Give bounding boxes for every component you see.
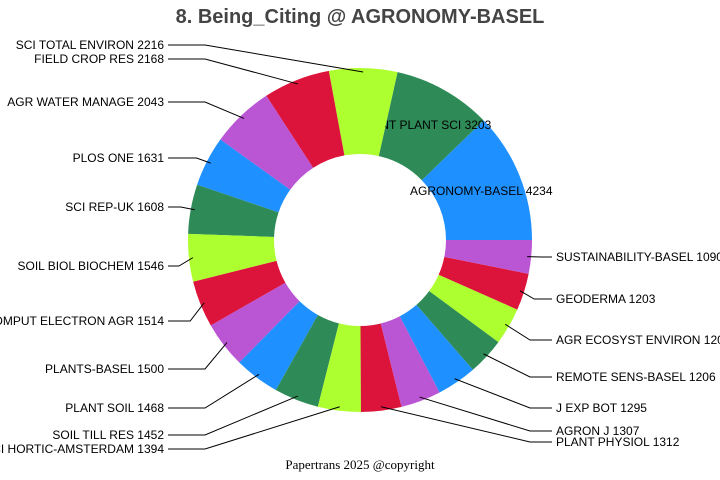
slice-sci-rep-uk — [188, 184, 279, 237]
leader-line — [483, 353, 552, 378]
slice-label: SCI HORTIC-AMSTERDAM 1394 — [0, 442, 164, 456]
footer-copyright: Papertrans 2025 @copyright — [285, 457, 435, 472]
leader-line — [168, 302, 205, 322]
slice-label: J EXP BOT 1295 — [556, 401, 647, 415]
slice-plant-physiol — [360, 323, 402, 412]
slice-agr-ecosyst-environ — [429, 274, 518, 343]
slice-label: SOIL TILL RES 1452 — [52, 428, 164, 442]
slice-label: PLOS ONE 1631 — [73, 151, 165, 165]
leader-line — [168, 206, 195, 211]
slice-sustainability-basel — [444, 240, 532, 274]
slice-soil-till-res — [275, 315, 339, 407]
leader-line — [454, 378, 552, 409]
slice-sci-hortic-amsterdam — [317, 323, 361, 412]
chart-title: 8. Being_Citing @ AGRONOMY-BASEL — [175, 6, 545, 28]
slice-label: SUSTAINABILITY-BASEL 1090 — [556, 250, 720, 264]
slice-soil-biol-biochem — [188, 233, 277, 282]
slice-label: AGRONOMY-BASEL 4234 — [410, 184, 553, 198]
slice-j-exp-bot — [399, 304, 473, 393]
slice-label: PLANT PHYSIOL 1312 — [556, 435, 680, 449]
slice-field-crop-res — [266, 70, 345, 168]
slice-label: COMPUT ELECTRON AGR 1514 — [0, 314, 164, 328]
leader-line — [380, 406, 552, 443]
slice-label: PLANT SOIL 1468 — [65, 401, 164, 415]
leader-line — [168, 395, 298, 436]
slice-plants-basel — [210, 282, 300, 363]
leader-line — [168, 101, 245, 119]
leader-line — [168, 373, 260, 409]
slice-agron-j — [380, 316, 440, 407]
leader-line — [519, 290, 552, 300]
slice-label: FIELD CROP RES 2168 — [34, 52, 164, 66]
leader-line — [168, 58, 298, 85]
slice-plant-soil — [239, 301, 318, 391]
leader-line — [168, 157, 211, 164]
slice-agr-water-manage — [220, 95, 314, 190]
slice-label: REMOTE SENS-BASEL 1206 — [556, 370, 716, 384]
leader-line — [505, 323, 552, 341]
leader-line — [168, 342, 228, 370]
slice-label: SOIL BIOL BIOCHEM 1546 — [17, 259, 164, 273]
slice-comput-electron-agr — [193, 260, 286, 326]
slice-label: AGRON J 1307 — [556, 424, 640, 438]
leader-line — [168, 257, 194, 267]
slice-label: SCI REP-UK 1608 — [65, 200, 164, 214]
leader-line — [168, 44, 364, 73]
slice-geoderma — [438, 256, 529, 310]
slice-label: AGR ECOSYST ENVIRON 1205 — [556, 333, 720, 347]
slice-sci-total-environ — [328, 67, 398, 157]
slice-label: PLANTS-BASEL 1500 — [45, 362, 164, 376]
leader-line — [419, 396, 552, 432]
leader-line — [168, 406, 340, 450]
slice-plos-one — [197, 139, 291, 213]
slice-label: FRONT PLANT SCI 3203 — [355, 118, 492, 132]
slice-front-plant-sci — [378, 72, 484, 181]
slice-remote-sens-basel — [416, 291, 499, 370]
slice-label: AGR WATER MANAGE 2043 — [7, 95, 164, 109]
slice-label: SCI TOTAL ENVIRON 2216 — [16, 38, 165, 52]
slice-agronomy-basel — [421, 120, 532, 240]
slice-label: GEODERMA 1203 — [556, 292, 656, 306]
